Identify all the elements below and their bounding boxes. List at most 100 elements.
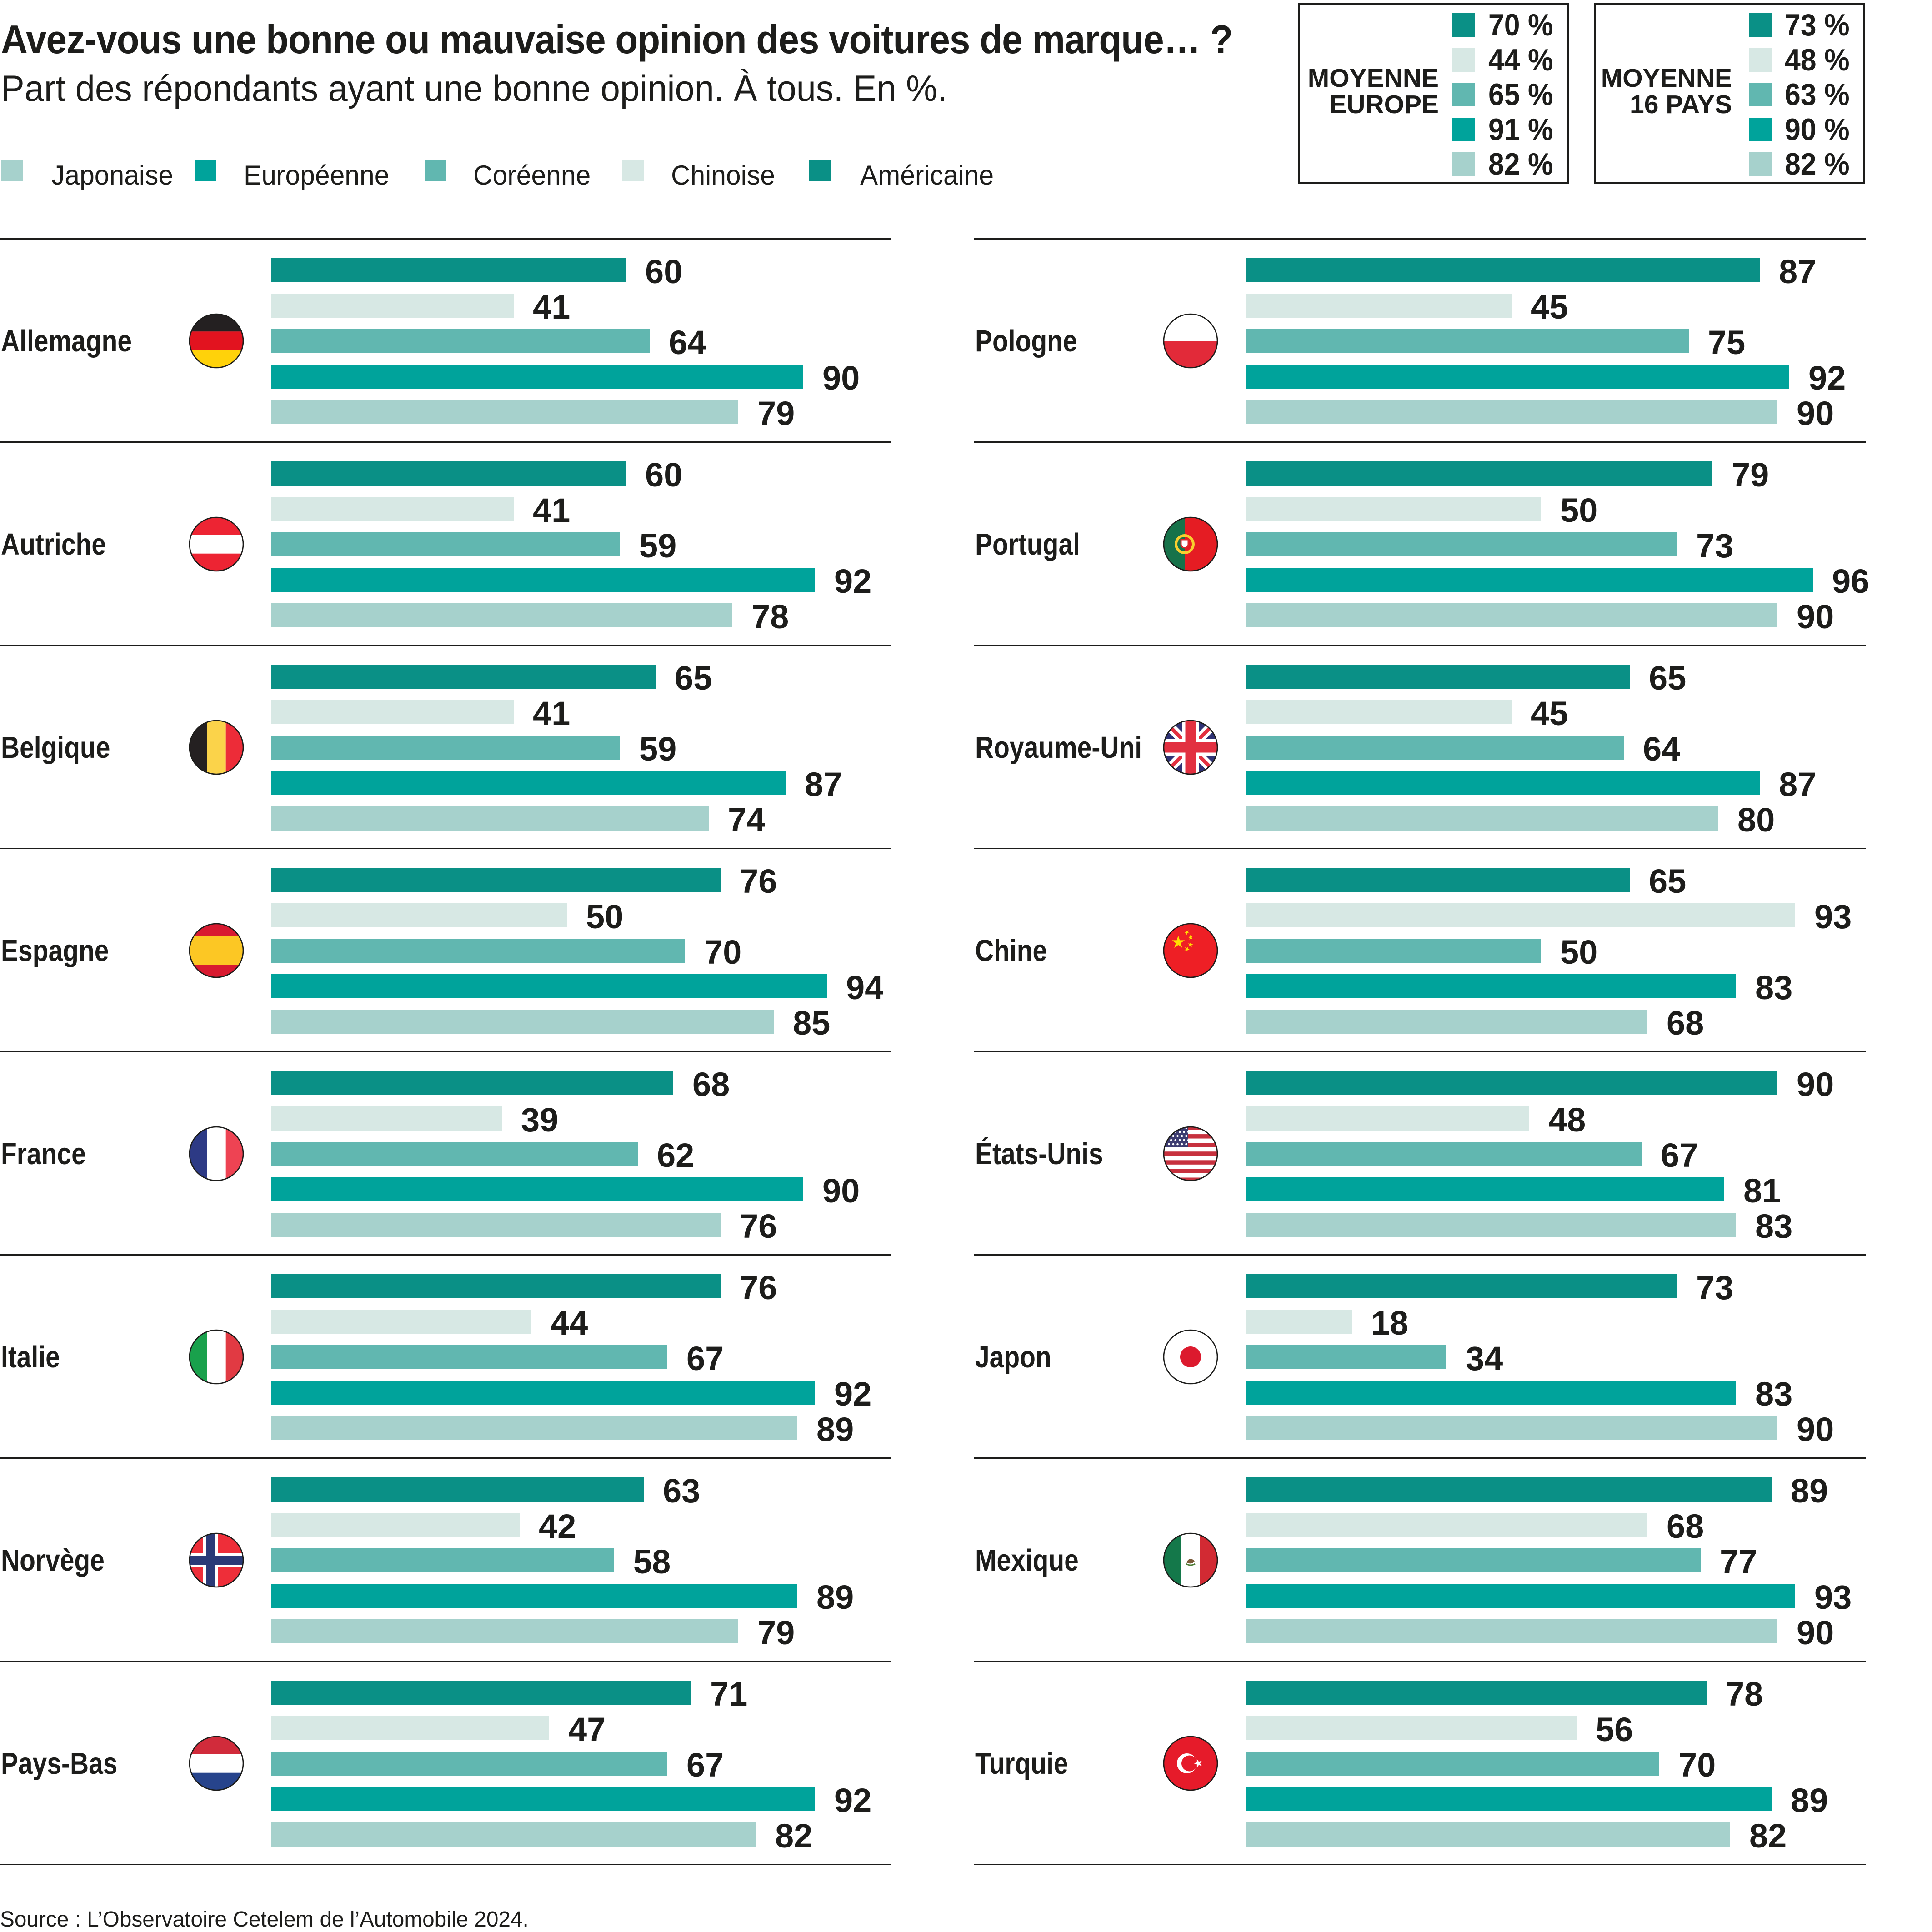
bar-value-americaine: 76 <box>740 1268 777 1306</box>
row-separator <box>0 1051 891 1052</box>
bar-japonaise <box>271 1213 721 1237</box>
bar-japonaise <box>271 1822 756 1847</box>
bar-europeenne <box>271 568 815 592</box>
bar-value-chinoise: 47 <box>568 1710 606 1748</box>
bar-value-europeenne: 90 <box>822 359 860 397</box>
row-separator <box>974 1051 1866 1052</box>
bar-americaine <box>271 1274 721 1298</box>
average-value-chinoise: 48 % <box>1785 42 1850 77</box>
average-value-japonaise: 82 % <box>1488 147 1553 181</box>
bar-japonaise <box>271 806 709 831</box>
bar-value-americaine: 68 <box>692 1065 730 1103</box>
bar-value-japonaise: 78 <box>751 597 789 636</box>
bar-value-chinoise: 45 <box>1531 694 1568 732</box>
bar-coreenne <box>1246 736 1624 760</box>
average-box-title: MOYENNE EUROPE <box>1308 65 1439 118</box>
bar-japonaise <box>1246 806 1718 831</box>
average-box-16pays: MOYENNE 16 PAYS 73 % 48 % 63 % 90 % 82 % <box>1594 3 1865 184</box>
average-swatch-europeenne <box>1749 117 1772 141</box>
country-label: France <box>1 1136 86 1171</box>
flag-icon-at <box>188 516 245 572</box>
bar-value-coreenne: 62 <box>657 1136 695 1174</box>
bar-value-japonaise: 90 <box>1797 394 1834 432</box>
row-separator <box>974 645 1866 646</box>
bar-japonaise <box>1246 1213 1736 1237</box>
bar-chinoise <box>1246 1716 1577 1740</box>
country-label: Portugal <box>975 527 1080 561</box>
bar-coreenne <box>1246 939 1541 963</box>
bar-value-chinoise: 41 <box>533 288 571 326</box>
flag-icon-nl <box>188 1735 245 1792</box>
country-label: Chine <box>975 933 1047 968</box>
bar-europeenne <box>1246 1177 1724 1201</box>
bar-value-chinoise: 45 <box>1531 288 1568 326</box>
bar-japonaise <box>1246 400 1777 424</box>
bar-chinoise <box>271 294 514 318</box>
bar-coreenne <box>1246 1142 1642 1166</box>
bar-americaine <box>271 461 626 486</box>
bar-value-americaine: 71 <box>710 1675 748 1713</box>
bar-chinoise <box>1246 1310 1352 1334</box>
bar-value-americaine: 79 <box>1732 455 1769 494</box>
bar-europeenne <box>271 1787 815 1811</box>
bar-chinoise <box>271 1106 502 1131</box>
average-swatch-japonaise <box>1749 152 1772 176</box>
bar-japonaise <box>1246 1416 1777 1440</box>
row-separator <box>0 238 891 240</box>
bar-value-japonaise: 85 <box>793 1004 831 1042</box>
bar-americaine <box>1246 461 1712 486</box>
row-separator <box>974 1254 1866 1256</box>
bar-value-chinoise: 56 <box>1596 1710 1633 1748</box>
bar-europeenne <box>1246 974 1736 998</box>
bar-value-chinoise: 41 <box>533 694 571 732</box>
bar-americaine <box>271 1071 673 1095</box>
bar-value-europeenne: 93 <box>1814 1578 1852 1616</box>
bar-value-chinoise: 18 <box>1371 1304 1409 1342</box>
bar-value-coreenne: 77 <box>1720 1542 1757 1581</box>
bar-coreenne <box>1246 329 1689 353</box>
country-label: Turquie <box>975 1746 1068 1781</box>
bar-japonaise <box>271 1416 797 1440</box>
bar-americaine <box>1246 665 1630 689</box>
bar-japonaise <box>1246 1822 1730 1847</box>
bar-value-japonaise: 79 <box>757 394 795 432</box>
average-box-title-line: MOYENNE <box>1601 64 1732 93</box>
bar-europeenne <box>271 365 803 389</box>
country-label: Espagne <box>1 933 109 968</box>
flag-icon-tr <box>1162 1735 1219 1792</box>
row-separator <box>974 441 1866 443</box>
bar-value-americaine: 65 <box>675 659 712 697</box>
country-label: Allemagne <box>1 324 132 358</box>
bar-value-japonaise: 90 <box>1797 597 1834 636</box>
bar-value-coreenne: 67 <box>1661 1136 1698 1174</box>
flag-icon-be <box>188 719 245 776</box>
flag-icon-it <box>188 1329 245 1385</box>
country-label: Pays-Bas <box>1 1746 118 1781</box>
flag-icon-es <box>188 922 245 979</box>
bar-japonaise <box>1246 603 1777 627</box>
bar-value-americaine: 78 <box>1726 1675 1763 1713</box>
bar-value-americaine: 76 <box>740 862 777 900</box>
row-separator <box>0 1661 891 1662</box>
average-swatch-coreenne <box>1749 83 1772 106</box>
bar-value-americaine: 65 <box>1649 659 1687 697</box>
bar-value-americaine: 73 <box>1696 1268 1734 1306</box>
bar-value-coreenne: 59 <box>639 526 677 565</box>
bar-americaine <box>1246 1477 1772 1502</box>
bar-chinoise <box>1246 700 1512 724</box>
row-separator <box>0 1864 891 1865</box>
row-separator <box>0 441 891 443</box>
bar-value-europeenne: 92 <box>1808 359 1846 397</box>
bar-coreenne <box>271 939 685 963</box>
bar-value-chinoise: 93 <box>1814 897 1852 936</box>
average-value-europeenne: 91 % <box>1488 112 1553 147</box>
average-swatch-japonaise <box>1452 152 1475 176</box>
bar-chinoise <box>271 1310 531 1334</box>
average-box-title-line: 16 PAYS <box>1630 90 1732 119</box>
country-label: Mexique <box>975 1543 1079 1577</box>
country-label: Royaume-Uni <box>975 730 1142 765</box>
bar-value-americaine: 90 <box>1797 1065 1834 1103</box>
bar-coreenne <box>1246 532 1677 556</box>
bar-value-americaine: 65 <box>1649 862 1687 900</box>
average-value-europeenne: 90 % <box>1785 112 1850 147</box>
